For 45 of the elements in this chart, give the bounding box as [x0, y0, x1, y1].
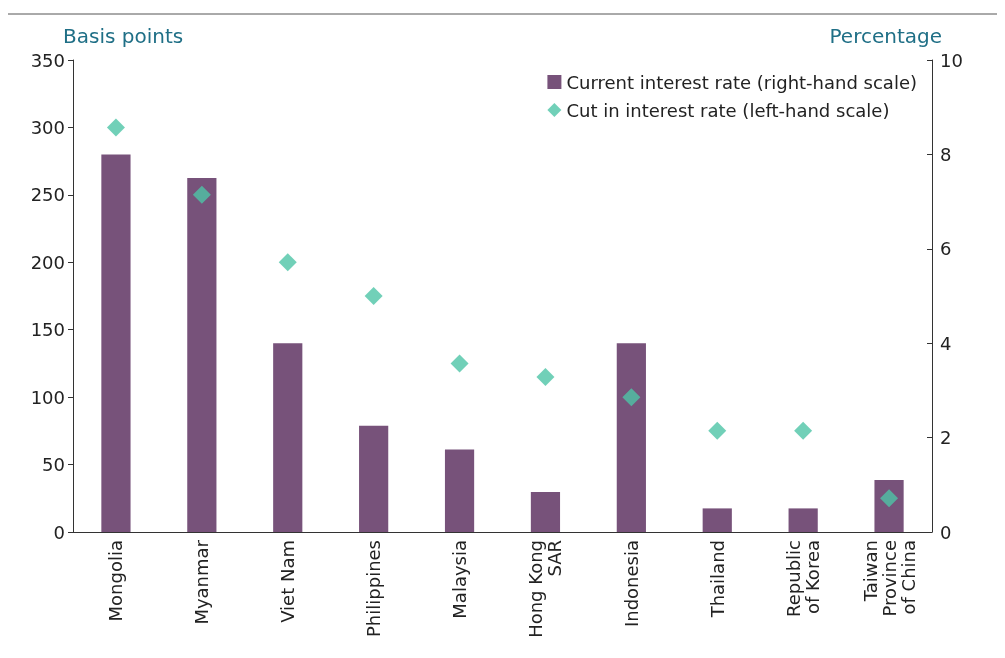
bar — [273, 343, 303, 532]
x-tick-label: Malaysia — [449, 540, 471, 619]
y2-tick-label: 6 — [940, 238, 952, 260]
x-tick-label: Myanmar — [191, 539, 213, 625]
y-tick-label: 300 — [30, 116, 65, 138]
x-tick-label: Hong Kong SAR — [525, 540, 566, 638]
x-tick-label: Mongolia — [105, 540, 127, 622]
y-tick-label: 100 — [30, 386, 65, 408]
legend-label: Cut in interest rate (left-hand scale) — [566, 99, 890, 121]
y2-axis-title: Percentage — [829, 24, 942, 48]
bar — [702, 508, 732, 532]
y-tick-label: 350 — [30, 49, 65, 71]
point — [536, 367, 555, 386]
y2-tick-label: 4 — [940, 332, 952, 354]
bar — [101, 154, 131, 532]
y2-tick-label: 2 — [940, 427, 952, 449]
y-tick-label: 200 — [30, 251, 65, 273]
y-tick-label: 150 — [30, 319, 65, 341]
y2-tick-label: 0 — [940, 521, 952, 543]
y-tick-label: 0 — [53, 521, 65, 543]
bar — [616, 343, 646, 532]
point — [450, 354, 469, 373]
x-tick-label: Philippines — [363, 540, 385, 637]
point — [622, 388, 641, 407]
y-tick-label: 250 — [30, 184, 65, 206]
y-tick-label: 50 — [42, 454, 65, 476]
bar — [187, 178, 217, 532]
y-axis-title: Basis points — [63, 24, 184, 48]
y2-tick-label: 10 — [940, 49, 963, 71]
y2-tick-label: 8 — [940, 143, 952, 165]
point — [106, 118, 125, 137]
x-tick-label: Indonesia — [620, 540, 642, 628]
x-tick-label: Republic of Korea — [783, 540, 824, 617]
bar — [788, 508, 818, 532]
x-tick-label: Viet Nam — [277, 540, 299, 623]
point — [364, 287, 383, 305]
x-tick-label: Thailand — [706, 540, 728, 619]
point — [794, 421, 813, 440]
bar — [444, 449, 475, 532]
legend-label: Current interest rate (right-hand scale) — [566, 71, 918, 93]
point — [278, 253, 297, 272]
point — [708, 421, 727, 440]
point — [192, 185, 211, 204]
bar — [530, 491, 561, 532]
bar — [359, 425, 389, 532]
